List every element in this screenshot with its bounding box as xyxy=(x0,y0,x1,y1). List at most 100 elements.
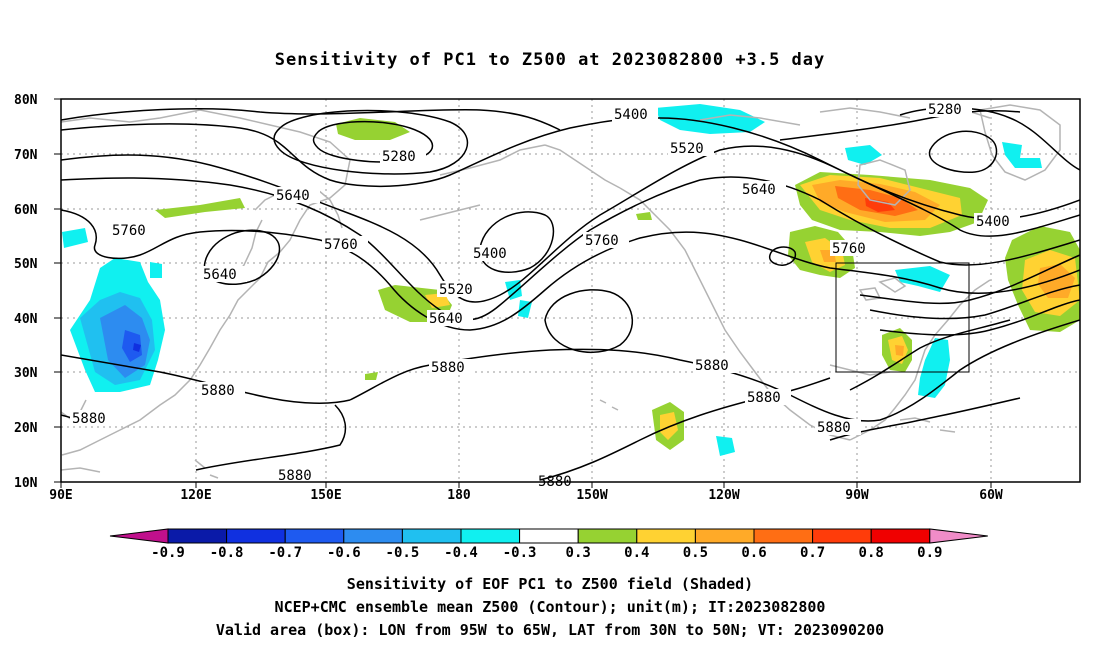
negative-sensitivity-area xyxy=(1002,142,1042,168)
colorbar-tick-label: 0.8 xyxy=(859,545,884,561)
lon-label: 120W xyxy=(708,488,739,503)
contour-line xyxy=(61,209,1080,331)
colorbar-tick-label: -0.9 xyxy=(151,545,185,561)
contour-label: 5880 xyxy=(278,468,312,484)
colorbar-tick-label: -0.4 xyxy=(444,545,478,561)
positive-sensitivity-area xyxy=(636,212,652,220)
contour-label: 5880 xyxy=(72,411,106,427)
negative-sensitivity-area xyxy=(845,145,882,165)
contour-line xyxy=(869,284,1080,320)
contour-label: 5520 xyxy=(670,141,704,157)
sensitivity-shading xyxy=(62,104,1080,456)
negative-sensitivity-area xyxy=(918,338,950,398)
colorbar-segment xyxy=(167,528,228,544)
lat-label: 30N xyxy=(14,366,38,381)
colorbar-segment xyxy=(577,528,638,544)
positive-sensitivity-area xyxy=(895,345,904,356)
positive-sensitivity-area xyxy=(365,372,378,380)
coastlines xyxy=(61,104,1061,479)
colorbar-segment xyxy=(401,528,462,544)
contour-label: 5880 xyxy=(201,383,235,399)
colorbar-segment xyxy=(284,528,345,544)
lat-label: 70N xyxy=(14,148,38,163)
colorbar-segment xyxy=(753,528,814,544)
contour-line xyxy=(273,109,469,175)
contour-label: 5640 xyxy=(203,267,237,283)
colorbar-segment xyxy=(636,528,696,544)
contour-label: 5760 xyxy=(832,241,866,257)
colorbar-tick-label: -0.6 xyxy=(327,545,361,561)
contour-line xyxy=(859,254,1080,305)
contour-label: 5400 xyxy=(473,246,507,262)
contour-line xyxy=(779,109,1021,141)
lon-label: 120E xyxy=(180,488,211,503)
negative-sensitivity-area xyxy=(122,330,142,362)
colorbar-end-triangle xyxy=(109,528,169,544)
colorbar-tick-label: -0.5 xyxy=(386,545,420,561)
map-title: Sensitivity of PC1 to Z500 at 2023082800… xyxy=(274,50,826,70)
positive-sensitivity-area xyxy=(660,412,678,440)
contour-line xyxy=(879,299,1080,336)
colorbar-tick-label: 0.5 xyxy=(683,545,708,561)
lat-label: 80N xyxy=(14,93,38,108)
lat-label: 20N xyxy=(14,421,38,436)
contour-line xyxy=(768,246,797,266)
colorbar-tick-label: 0.9 xyxy=(917,545,942,561)
contour-label: 5880 xyxy=(431,360,465,376)
footer-line-1: Sensitivity of EOF PC1 to Z500 field (Sh… xyxy=(346,575,754,593)
lon-label: 60W xyxy=(979,488,1003,503)
contour-label: 5760 xyxy=(585,233,619,249)
colorbar-tick-label: -0.8 xyxy=(210,545,244,561)
positive-sensitivity-area xyxy=(155,198,245,218)
contour-label: 5280 xyxy=(928,102,962,118)
colorbar-segment xyxy=(343,528,403,544)
contour-line xyxy=(928,130,998,174)
colorbar-segment xyxy=(460,528,521,544)
tick-marks xyxy=(54,98,992,488)
contour-line xyxy=(849,319,1011,391)
contour-label: 5400 xyxy=(614,107,648,123)
negative-sensitivity-area xyxy=(133,343,141,352)
lon-label: 90W xyxy=(845,488,869,503)
colorbar xyxy=(109,528,988,544)
colorbar-segment xyxy=(519,528,579,544)
lon-label: 150E xyxy=(310,488,341,503)
contour-line xyxy=(544,289,634,353)
contour-label: 5520 xyxy=(439,282,473,298)
colorbar-tick-label: 0.3 xyxy=(566,545,591,561)
negative-sensitivity-area xyxy=(505,280,522,300)
lon-label: 90E xyxy=(49,488,72,503)
positive-sensitivity-area xyxy=(1038,264,1075,298)
lat-label: 50N xyxy=(14,257,38,272)
contour-line xyxy=(61,145,1080,303)
contour-label: 5400 xyxy=(976,214,1010,230)
colorbar-segment xyxy=(870,528,931,544)
contour-line xyxy=(61,117,1080,220)
contour-line xyxy=(203,229,281,285)
latitude-labels: 80N 70N 60N 50N 40N 30N 20N 10N xyxy=(14,93,38,491)
colorbar-segment xyxy=(226,528,286,544)
lat-label: 60N xyxy=(14,203,38,218)
contour-label: 5880 xyxy=(817,420,851,436)
colorbar-tick-label: 0.6 xyxy=(741,545,766,561)
contour-labels: 5400 5280 5280 5520 5640 5640 5400 5760 … xyxy=(70,101,1020,490)
lat-label: 10N xyxy=(14,476,38,491)
valid-area-box xyxy=(835,262,970,373)
negative-sensitivity-area xyxy=(62,228,88,248)
contour-label: 5760 xyxy=(324,237,358,253)
lat-label: 40N xyxy=(14,312,38,327)
negative-sensitivity-area xyxy=(150,262,162,278)
contour-label: 5880 xyxy=(747,390,781,406)
colorbar-labels: -0.9 -0.8 -0.7 -0.6 -0.5 -0.4 -0.3 0.3 0.4 0.5 0.6… xyxy=(151,545,942,561)
colorbar-segment xyxy=(812,528,872,544)
contour-label: 5640 xyxy=(742,182,776,198)
lon-label: 150W xyxy=(576,488,607,503)
contour-label: 5280 xyxy=(382,149,416,165)
colorbar-end-triangle xyxy=(929,528,988,544)
contour-line xyxy=(61,107,561,131)
contour-label: 5880 xyxy=(695,358,729,374)
negative-sensitivity-area xyxy=(716,436,735,456)
colorbar-tick-label: 0.7 xyxy=(800,545,825,561)
contour-label: 5640 xyxy=(429,311,463,327)
